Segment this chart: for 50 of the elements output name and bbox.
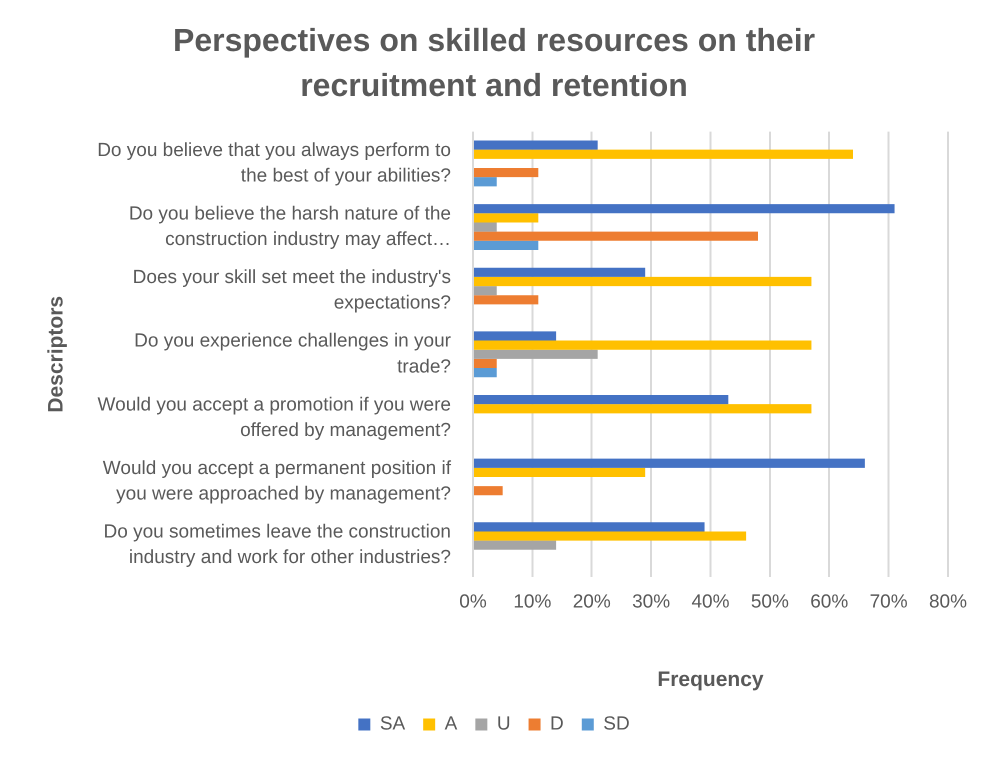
legend-label: SD [603,714,630,735]
bar [474,331,556,341]
bar [474,232,758,241]
x-tick-label: 30% [632,592,670,613]
bar [474,168,538,178]
y-tick-label: Would you accept a promotion if you were offered by management? [98,394,451,441]
bar [474,240,538,250]
bar [474,540,556,550]
x-tick-label: 20% [572,592,611,613]
bar [474,395,728,404]
bar [474,531,746,541]
legend-label: U [496,714,511,735]
y-tick-label: Do you believe the harsh nature of the construction industry may affect… [128,203,451,250]
bar [474,486,503,496]
bar [474,368,497,378]
bar [474,295,538,304]
legend-label: A [444,714,458,735]
bar [474,177,497,186]
bar [474,522,705,532]
y-axis-title: Descriptors [44,296,68,413]
y-tick-label: Do you sometimes leave the construction industry and work for other industries? [104,522,451,568]
bar [474,340,812,350]
y-tick-label: Would you accept a permanent position if you were approached by management? [102,458,452,505]
chart-title: Perspectives on skilled resources on their recruitment and retention [172,22,816,104]
bar [474,150,853,159]
x-tick-label: 10% [513,592,552,613]
y-tick-label: Do you experience challenges in your trade? [134,330,452,378]
x-tick-label: 60% [810,592,848,613]
x-tick-label: 40% [691,592,730,613]
legend-label: SA [380,714,406,735]
bar [474,276,812,286]
bar [474,222,497,232]
bar [474,268,646,277]
bar [474,404,812,414]
bar [474,204,895,214]
bar [474,286,497,296]
x-tick-label: 0% [459,592,487,613]
legend-label: D [550,714,564,735]
bar [474,213,538,222]
bar [474,350,598,359]
bar [474,358,497,368]
y-tick-label: Does your skill set meet the industry's expectations? [132,267,451,314]
x-tick-label: 70% [870,592,908,613]
x-tick-label: 50% [750,592,789,613]
bar [474,458,865,468]
x-axis-title: Frequency [657,668,764,692]
y-tick-label: Do you believe that you always perform to the best of your abilities? [97,140,451,186]
bar [474,140,598,150]
x-tick-label: 80% [928,592,968,613]
bar [474,468,646,477]
